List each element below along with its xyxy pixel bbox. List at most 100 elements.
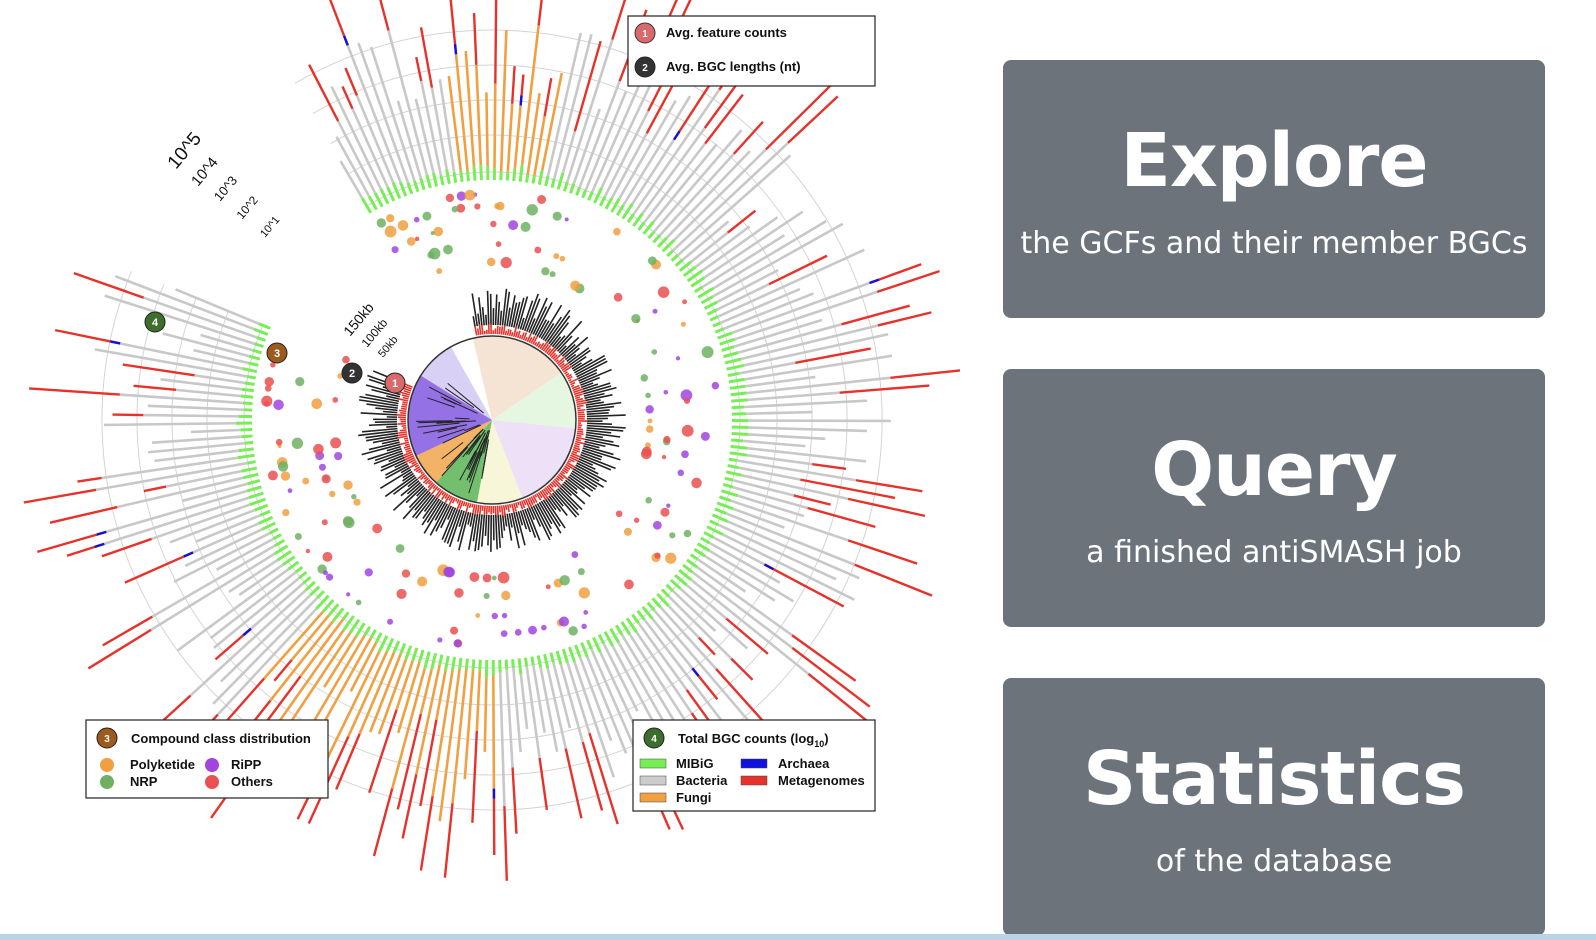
count-bar-bacteria xyxy=(643,618,730,731)
length-bar xyxy=(538,320,550,338)
tree-branch xyxy=(423,424,468,434)
length-bar xyxy=(416,486,426,497)
count-bar-mibig xyxy=(240,394,254,399)
count-bar-metagenome xyxy=(588,732,619,825)
class-dot xyxy=(508,220,519,231)
feature-bar xyxy=(506,328,510,336)
svg-text:2: 2 xyxy=(349,368,355,380)
length-bar xyxy=(560,336,580,356)
feature-bar xyxy=(522,332,528,341)
class-dot xyxy=(456,203,466,213)
length-bar xyxy=(584,440,606,448)
count-bar-mibig xyxy=(720,489,739,498)
length-bar xyxy=(480,514,486,547)
scale-label-1e4: 10^4 xyxy=(188,154,222,190)
feature-bar xyxy=(541,489,549,500)
count-bar-bacteria xyxy=(748,426,867,433)
length-bar xyxy=(372,436,399,444)
feature-bar xyxy=(532,495,538,503)
count-bar-metagenome xyxy=(443,803,454,878)
feature-bar xyxy=(474,504,478,515)
count-bar-mibig xyxy=(597,634,606,645)
class-dot xyxy=(491,612,498,620)
class-dot xyxy=(482,573,492,583)
statistics-card[interactable]: Statistics of the database xyxy=(1003,678,1545,936)
feature-bar xyxy=(417,472,426,480)
length-bar xyxy=(582,447,621,461)
svg-text:Bacteria: Bacteria xyxy=(676,773,728,788)
length-bar xyxy=(534,301,553,336)
count-bar-mibig xyxy=(392,640,401,654)
scale-label-50kb: 50kb xyxy=(376,334,401,360)
query-card[interactable]: Query a finished antiSMASH job xyxy=(1003,369,1545,627)
tree-branch xyxy=(429,386,462,405)
count-bar-archaea xyxy=(691,667,700,677)
length-bar xyxy=(583,442,600,449)
feature-bar xyxy=(436,489,444,499)
count-bar-mibig xyxy=(247,479,261,486)
count-bar-bacteria xyxy=(704,554,776,602)
feature-bar xyxy=(504,330,508,336)
feature-bar xyxy=(573,446,581,451)
feature-bar xyxy=(566,461,576,469)
count-bar-bacteria xyxy=(147,404,244,412)
class-dot xyxy=(277,461,289,472)
length-bar xyxy=(366,434,399,442)
count-bar-mibig xyxy=(712,321,721,328)
length-bar xyxy=(550,494,568,517)
length-bar xyxy=(414,491,431,511)
count-bar-bacteria xyxy=(723,292,814,331)
count-bars xyxy=(23,0,960,881)
class-dot xyxy=(287,488,293,494)
count-bar-mibig xyxy=(706,525,724,536)
count-bar-bacteria xyxy=(731,281,871,334)
count-bar-mibig xyxy=(413,180,420,193)
count-bar-bacteria xyxy=(732,478,795,497)
count-bar-mibig xyxy=(637,221,646,231)
length-bar xyxy=(540,500,562,534)
length-bar xyxy=(528,507,536,520)
explore-card[interactable]: Explore the GCFs and their member BGCs xyxy=(1003,60,1545,318)
length-bar xyxy=(515,511,526,546)
feature-bar xyxy=(434,488,442,498)
scale-label-1e3: 10^3 xyxy=(211,173,240,204)
length-bar xyxy=(484,514,488,536)
feature-bar xyxy=(472,504,476,514)
class-dot xyxy=(640,374,648,382)
feature-bar xyxy=(513,502,517,512)
count-bar-mibig xyxy=(656,592,670,607)
length-bar xyxy=(477,514,483,551)
length-bar xyxy=(457,511,468,542)
count-bar-bacteria xyxy=(622,95,692,206)
count-bar-mibig xyxy=(249,497,266,507)
class-dot xyxy=(645,497,652,504)
feature-bar xyxy=(534,341,538,346)
feature-bar xyxy=(566,373,572,378)
count-bar-mibig xyxy=(512,168,517,182)
count-bar-archaea xyxy=(763,563,774,571)
feature-bar xyxy=(401,394,410,398)
feature-bar xyxy=(569,377,579,384)
ring-guide xyxy=(206,134,778,706)
count-bar-bacteria xyxy=(696,566,793,637)
count-bar-mibig xyxy=(354,622,366,638)
feature-bar xyxy=(512,326,518,337)
ring-guide xyxy=(136,64,848,776)
inner-scale: 150kb 100kb 50kb xyxy=(340,299,401,360)
feature-bar xyxy=(563,467,570,472)
class-dot xyxy=(346,592,351,597)
ring-badge-3: 3 xyxy=(266,342,288,364)
class-dot xyxy=(675,356,681,361)
length-bar xyxy=(528,318,536,333)
count-bar-bacteria xyxy=(743,332,889,367)
feature-bar xyxy=(403,390,411,394)
feature-bar xyxy=(539,342,545,350)
count-bar-bacteria xyxy=(742,439,806,448)
length-bar xyxy=(586,429,612,434)
length-bar xyxy=(574,466,600,482)
length-bar xyxy=(494,514,498,550)
feature-bar xyxy=(420,471,424,475)
taxonomy-sector xyxy=(492,420,576,499)
tree-branch xyxy=(464,424,480,432)
count-bar-bacteria xyxy=(716,282,770,311)
